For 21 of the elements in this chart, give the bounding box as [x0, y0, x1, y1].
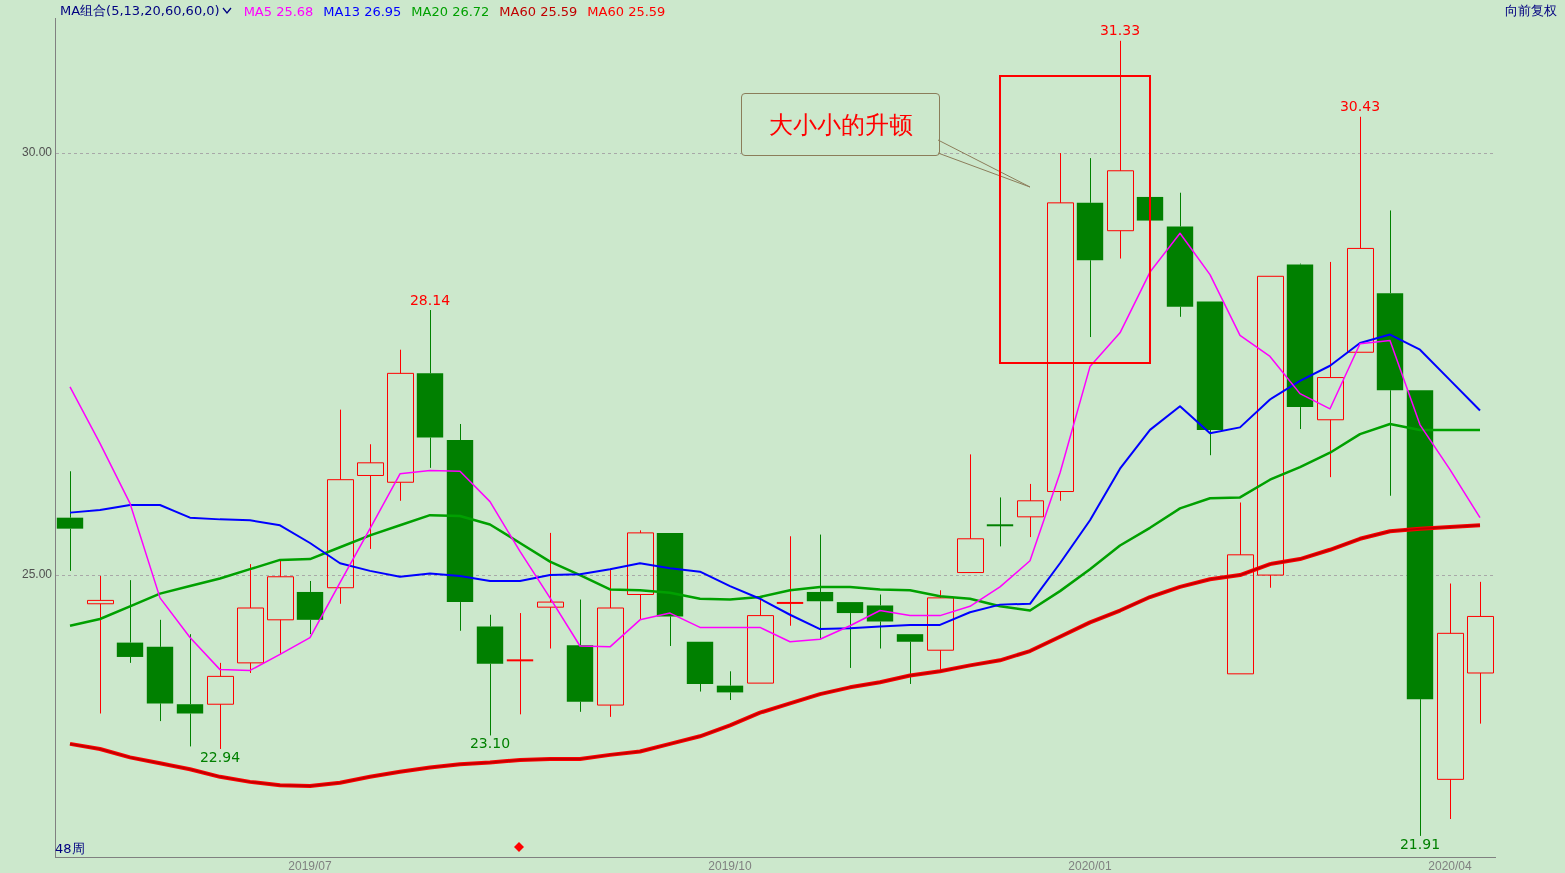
- annotation: 48周: [55, 840, 85, 858]
- callout-box: 大小小的升顿: [741, 93, 940, 156]
- annotation: 28.14: [409, 291, 451, 308]
- text: MA60 25.59: [587, 3, 666, 19]
- annotation: 22.94: [199, 748, 241, 765]
- text: MA20 26.72: [411, 3, 490, 19]
- annotation: 30.43: [1339, 98, 1381, 115]
- text: 向前复权: [1505, 2, 1557, 20]
- annotation: 31.33: [1099, 22, 1141, 39]
- annotation: 21.91: [1399, 835, 1441, 852]
- x-tick-label: 2019/07: [288, 858, 333, 873]
- text: MA60 25.59: [499, 3, 578, 19]
- x-tick-label: 2019/10: [708, 858, 753, 873]
- x-tick-label: 2020/01: [1068, 858, 1113, 873]
- text: MA13 26.95: [323, 3, 402, 19]
- text: MA5 25.68: [243, 3, 314, 19]
- legend-title: MA组合(5,13,20,60,60,0): [60, 2, 220, 20]
- x-tick-label: 2020/04: [1428, 858, 1473, 873]
- y-tick-label: 25.00: [21, 567, 53, 582]
- annotation: 23.10: [469, 735, 511, 752]
- y-tick-label: 30.00: [21, 145, 53, 160]
